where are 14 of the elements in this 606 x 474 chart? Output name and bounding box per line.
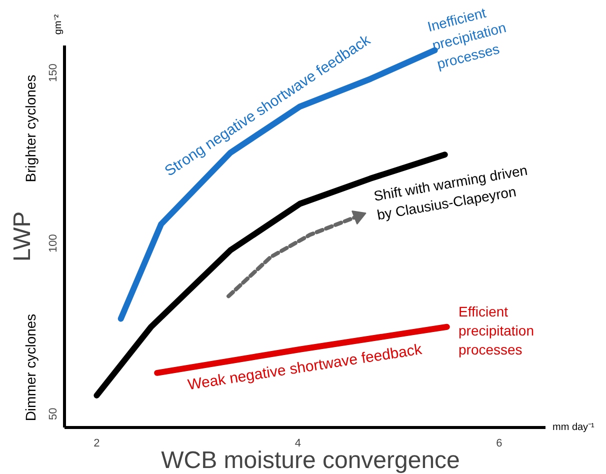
x-tick-label: 2 xyxy=(94,438,100,450)
y-axis-title: LWP xyxy=(9,211,36,262)
annotation: Efficient precipitation processes xyxy=(458,303,534,358)
x-axis-title: WCB moisture convergence xyxy=(161,447,460,474)
x-tick-label: 4 xyxy=(294,438,302,450)
y-tick-label: 50 xyxy=(48,408,60,420)
text: Dimmer cyclones xyxy=(22,314,38,422)
text: mm day⁻¹ xyxy=(552,422,596,433)
y-tick-label: 100 xyxy=(48,234,60,252)
x-tick-label: 6 xyxy=(496,438,502,450)
y-tick-label: 150 xyxy=(48,64,60,82)
text: gm⁻² xyxy=(53,14,64,35)
text: Brighter cyclones xyxy=(22,74,38,182)
text: Weak negative shortwave feedback xyxy=(186,340,424,394)
